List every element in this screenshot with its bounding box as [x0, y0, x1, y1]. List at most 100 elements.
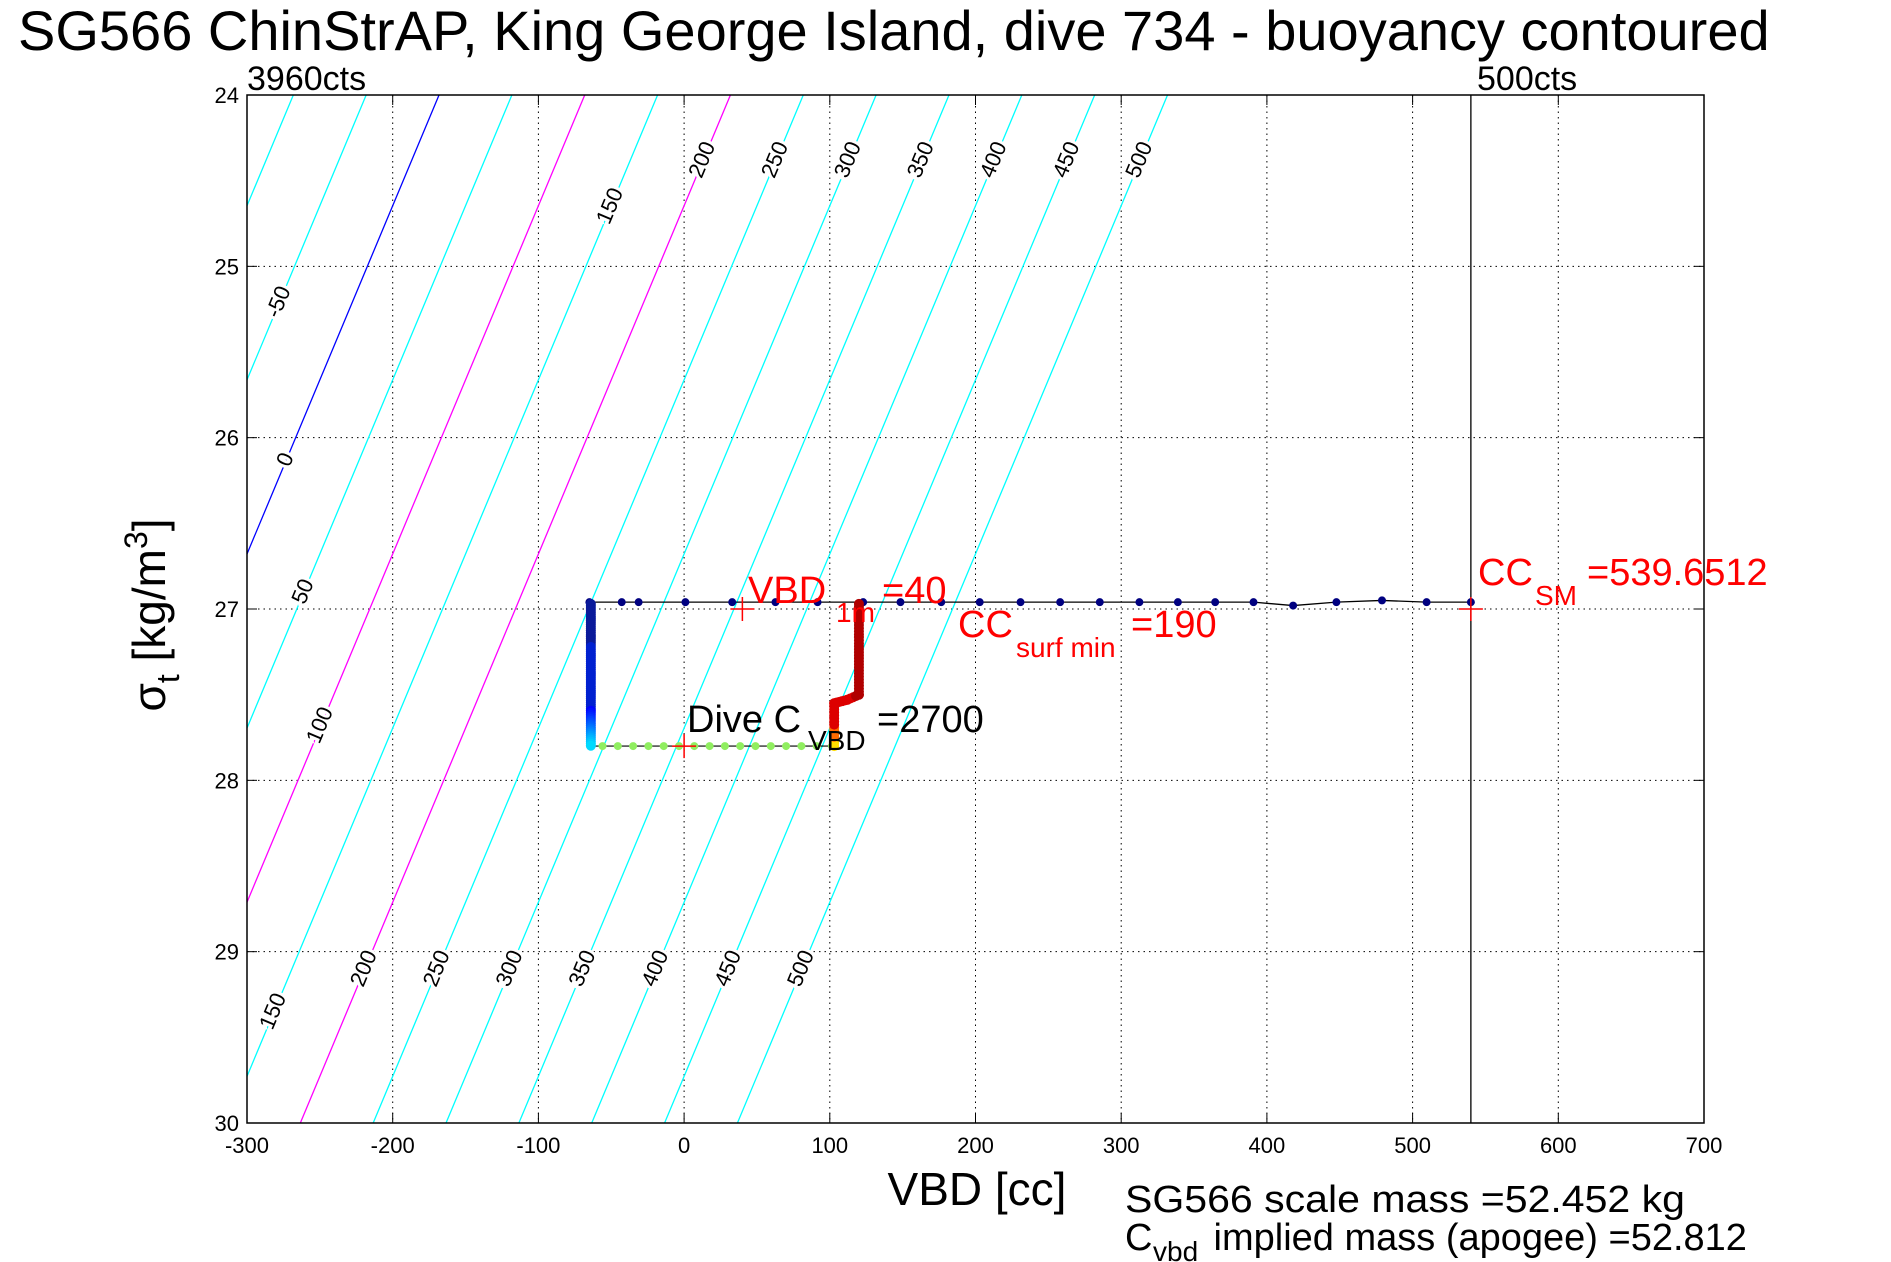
x-tick-label: 600: [1540, 1133, 1577, 1158]
ylabel-sigma: σ: [123, 683, 175, 711]
y-axis-label: σt [kg/m3]: [118, 518, 186, 711]
surface-track-point: [1211, 598, 1220, 607]
surface-track-point: [1332, 598, 1341, 607]
contour-line: [246, 94, 659, 1077]
surface-track-point: [1135, 598, 1144, 607]
x-axis-label: VBD [cc]: [888, 1163, 1067, 1215]
surface-track-point: [1289, 601, 1298, 610]
surface-track-point: [1056, 598, 1065, 607]
y-tick-label: 26: [215, 426, 239, 451]
contour-label: 150: [254, 989, 291, 1033]
bottom-point: [797, 742, 806, 751]
ylabel-unit: [kg/m: [123, 549, 175, 674]
contour-label: 200: [345, 946, 382, 990]
surface-track-point: [1249, 598, 1258, 607]
contour-line: [591, 94, 1023, 1124]
contour-label: 300: [490, 946, 527, 990]
ccsurf-sub: surf min: [1016, 632, 1116, 663]
x-tick-label: -300: [225, 1133, 269, 1158]
contour-label: 400: [636, 946, 673, 990]
x-tick-label: 200: [957, 1133, 994, 1158]
x-tick-label: 100: [811, 1133, 848, 1158]
bottom-point: [644, 742, 653, 751]
bottom-point: [613, 742, 622, 751]
contour-label: 300: [829, 138, 866, 182]
y-tick-label: 30: [215, 1111, 239, 1136]
contour-line: [246, 94, 513, 729]
contour-label: -50: [260, 282, 295, 321]
x-tick-label: -100: [516, 1133, 560, 1158]
ccsm-sub: SM: [1535, 580, 1577, 611]
footer-vbd-sub: vbd: [1153, 1236, 1198, 1262]
y-tick-label: 29: [215, 940, 239, 965]
contour-label: 250: [418, 946, 455, 990]
bottom-point: [751, 742, 760, 751]
contour-line: [445, 94, 877, 1124]
vbd-sub: 1m: [836, 597, 875, 628]
x-tick-label: 300: [1103, 1133, 1140, 1158]
top-right-counts-label: 500cts: [1477, 60, 1577, 98]
bottom-point: [705, 742, 714, 751]
chart-title: SG566 ChinStrAP, King George Island, div…: [18, 0, 1770, 62]
surface-track-point: [813, 598, 822, 607]
x-tick-label: 0: [678, 1133, 690, 1158]
contour-label: 0: [271, 449, 299, 470]
y-tick-label: 28: [215, 768, 239, 793]
bottom-point: [629, 742, 638, 751]
annotation-dive-cvbd: Dive C VBD =2700: [687, 699, 984, 756]
annotation-vbd-1m: VBD 1m=40: [748, 570, 946, 628]
contour-label: 450: [1047, 138, 1084, 182]
contour-label: 400: [974, 138, 1011, 182]
y-tick-label: 25: [215, 254, 239, 279]
x-tick-label: 400: [1249, 1133, 1286, 1158]
surface-track-point: [1378, 596, 1387, 605]
plus-marker: [672, 734, 697, 759]
top-left-counts-label: 3960cts: [247, 60, 366, 98]
contour-line: [663, 94, 1096, 1124]
contour-label: 350: [902, 138, 939, 182]
footer-c: C: [1125, 1217, 1152, 1259]
contour-label: 500: [1120, 138, 1157, 182]
ascent-point: [853, 598, 864, 609]
x-tick-label: -200: [371, 1133, 415, 1158]
vbd-value: =40: [882, 570, 946, 612]
plus-marker: [1458, 597, 1483, 621]
dive-tracks: [585, 95, 1483, 1123]
divec-value: =2700: [877, 699, 984, 741]
annotation-cc-sm: CCSM =539.6512: [1478, 552, 1768, 611]
contour-label: 50: [286, 575, 319, 607]
plot-frame: [246, 94, 1705, 1124]
surface-track-point: [1095, 598, 1104, 607]
axes: -300 -200 -100 0 100 200 300 400 500 600 700242526…: [215, 83, 1723, 1158]
contour-label: 200: [683, 138, 720, 182]
bottom-point: [766, 742, 775, 751]
contour-line: [299, 94, 732, 1124]
surface-track-point: [937, 598, 946, 607]
y-tick-label: 27: [215, 597, 239, 622]
bottom-point: [812, 742, 821, 751]
annotation-cc-surf-min: CCsurf min =190: [958, 604, 1217, 663]
surface-track-point: [1016, 598, 1025, 607]
surface-track-point: [728, 598, 737, 607]
bottom-point: [782, 742, 791, 751]
surface-track-point: [634, 598, 643, 607]
vbd-main: VBD: [748, 570, 826, 612]
ylabel-close: ]: [123, 518, 175, 531]
x-tick-label: 500: [1394, 1133, 1431, 1158]
ccsurf-value: =190: [1131, 604, 1217, 646]
contour-line: [246, 94, 367, 381]
surface-track-point: [771, 598, 780, 607]
ylabel-sub: t: [150, 674, 186, 683]
footer-implied-mass: Cvbd implied mass (apogee) =52.812: [1125, 1217, 1747, 1262]
descent-point: [585, 740, 596, 751]
bottom-point: [598, 742, 607, 751]
contour-label: 250: [756, 138, 793, 182]
surface-track-point: [1422, 598, 1431, 607]
bottom-point: [659, 742, 668, 751]
footer-scale-mass: SG566 scale mass =52.452 kg: [1125, 1179, 1685, 1221]
footer-implied-text: implied mass (apogee) =52.812: [1203, 1217, 1747, 1259]
y-tick-label: 24: [215, 83, 239, 108]
surface-track-point: [1173, 598, 1182, 607]
contour-line: [736, 94, 1169, 1124]
